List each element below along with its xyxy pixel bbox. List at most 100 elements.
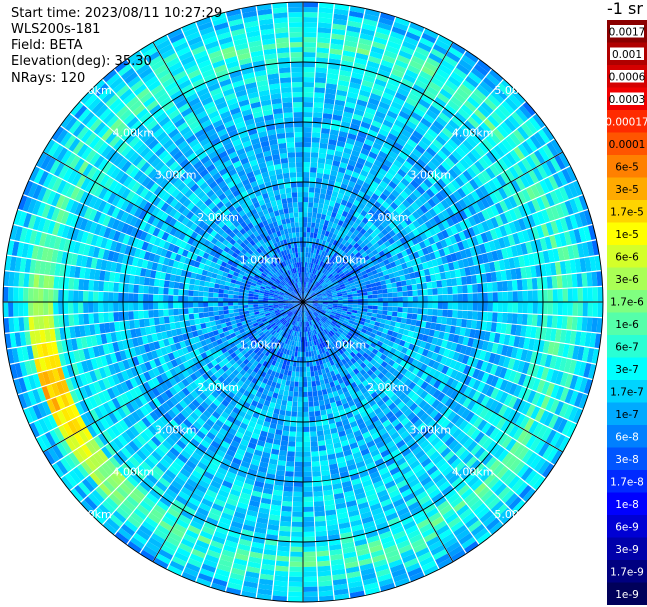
ppi-cell xyxy=(296,426,303,432)
ppi-cell xyxy=(318,278,324,284)
ppi-cell xyxy=(331,293,338,296)
ppi-cell xyxy=(494,503,508,518)
ppi-cell xyxy=(304,262,308,268)
ppi-cell xyxy=(523,337,531,350)
ppi-cell xyxy=(279,450,288,457)
ppi-cell xyxy=(405,120,418,130)
ppi-cell xyxy=(558,436,571,452)
ppi-cell xyxy=(533,149,546,165)
ppi-cell xyxy=(393,435,403,445)
ppi-cell xyxy=(278,530,291,537)
ppi-cell xyxy=(392,234,400,242)
ppi-cell xyxy=(402,296,408,302)
ppi-cell xyxy=(469,459,482,472)
ppi-cell xyxy=(407,307,413,314)
ppi-cell xyxy=(574,376,583,392)
ppi-cell xyxy=(363,342,371,349)
ppi-cell xyxy=(395,439,406,449)
ppi-cell xyxy=(395,155,406,165)
ppi-cell xyxy=(485,374,495,385)
ppi-cell xyxy=(552,416,564,431)
ppi-cell xyxy=(476,531,492,545)
ppi-cell xyxy=(474,145,486,157)
ppi-cell xyxy=(275,565,289,572)
ppi-cell xyxy=(507,475,521,489)
ppi-cell xyxy=(392,226,400,235)
ppi-cell xyxy=(534,239,543,252)
ppi-cell xyxy=(314,317,319,323)
ppi-cell xyxy=(577,287,583,302)
ppi-cell xyxy=(356,47,370,56)
ppi-cell xyxy=(317,305,323,309)
ppi-cell xyxy=(313,495,324,502)
ppi-cell xyxy=(403,160,413,170)
ppi-cell xyxy=(462,196,472,207)
ppi-cell xyxy=(303,177,310,183)
ppi-cell xyxy=(308,277,311,283)
ppi-cell xyxy=(309,278,312,284)
ppi-cell xyxy=(541,427,553,442)
ppi-cell xyxy=(568,182,579,198)
ppi-cell xyxy=(444,123,457,135)
ppi-cell xyxy=(422,443,434,454)
ppi-cell xyxy=(528,169,539,184)
ppi-cell xyxy=(335,241,342,248)
ppi-cell xyxy=(423,416,433,426)
ppi-cell xyxy=(362,295,368,299)
ppi-cell xyxy=(291,531,303,537)
ppi-cell xyxy=(343,344,349,351)
ppi-cell xyxy=(294,466,303,472)
ppi-cell xyxy=(415,468,427,478)
ppi-cell xyxy=(343,269,350,275)
ppi-cell xyxy=(492,282,498,292)
ppi-cell xyxy=(353,199,361,207)
ppi-cell xyxy=(420,168,431,178)
ppi-cell xyxy=(412,290,418,297)
ppi-cell xyxy=(382,328,389,335)
ppi-cell xyxy=(450,379,459,390)
ppi-cell xyxy=(329,314,335,318)
ppi-cell xyxy=(289,385,294,392)
ppi-cell xyxy=(394,185,404,195)
ppi-cell xyxy=(390,394,399,403)
ppi-cell xyxy=(343,173,352,181)
ppi-cell xyxy=(562,288,568,302)
ppi-cell xyxy=(492,292,498,302)
ppi-cell xyxy=(308,192,315,198)
ppi-cell xyxy=(357,157,366,165)
ppi-cell xyxy=(333,8,349,16)
ppi-cell xyxy=(475,404,485,417)
ppi-cell xyxy=(397,413,407,423)
ppi-cell xyxy=(476,199,486,211)
ppi-cell xyxy=(303,117,313,123)
ppi-cell xyxy=(327,304,333,307)
ppi-cell xyxy=(379,192,388,201)
ppi-cell xyxy=(563,184,574,200)
ppi-cell xyxy=(349,82,361,90)
ppi-cell xyxy=(371,193,380,201)
ppi-cell xyxy=(569,390,579,406)
ppi-cell xyxy=(382,293,388,298)
ppi-cell xyxy=(572,302,578,316)
ppi-cell xyxy=(444,324,452,333)
ppi-cell xyxy=(398,352,406,360)
ppi-cell xyxy=(448,400,458,411)
ppi-cell xyxy=(304,272,307,278)
ppi-cell xyxy=(562,246,570,260)
ppi-cell xyxy=(369,124,380,133)
ppi-cell xyxy=(527,390,537,404)
ppi-cell xyxy=(325,194,332,201)
ppi-cell xyxy=(441,484,454,496)
ppi-cell xyxy=(432,120,445,131)
ppi-cell xyxy=(524,172,535,186)
ppi-cell xyxy=(306,287,309,293)
ppi-cell xyxy=(317,298,323,301)
ppi-cell xyxy=(336,337,342,343)
ppi-cell xyxy=(303,207,308,213)
ppi-cell xyxy=(380,375,389,384)
ppi-cell xyxy=(353,340,360,346)
ppi-cell xyxy=(344,101,356,109)
ppi-cell xyxy=(525,404,536,418)
ppi-cell xyxy=(328,179,336,187)
ppi-cell xyxy=(360,235,367,242)
